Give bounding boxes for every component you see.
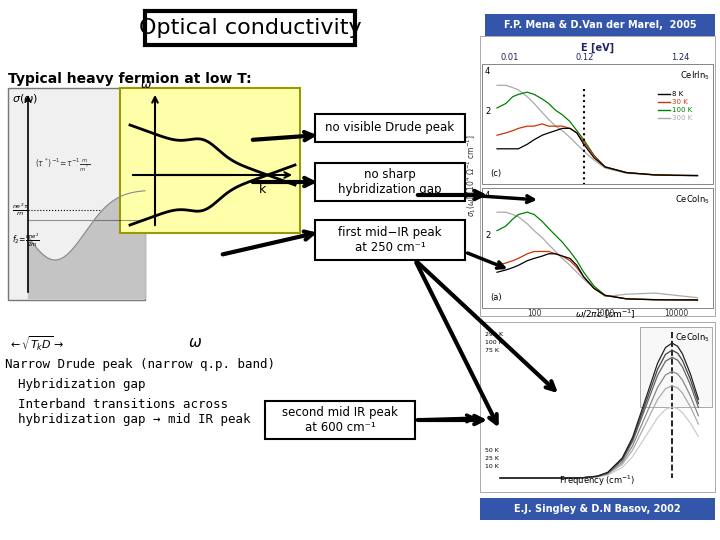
Bar xyxy=(480,36,715,316)
Text: 4: 4 xyxy=(485,68,490,77)
Text: 2: 2 xyxy=(485,107,490,117)
Bar xyxy=(315,114,465,142)
Text: (c): (c) xyxy=(490,169,501,178)
Text: E.J. Singley & D.N Basov, 2002: E.J. Singley & D.N Basov, 2002 xyxy=(514,504,681,514)
Text: no sharp
hybridization gap: no sharp hybridization gap xyxy=(338,168,442,196)
Text: $\leftarrow \sqrt{T_k D} \rightarrow$: $\leftarrow \sqrt{T_k D} \rightarrow$ xyxy=(8,335,65,353)
Bar xyxy=(480,498,715,520)
Bar xyxy=(315,220,465,260)
Text: 30 K: 30 K xyxy=(672,99,688,105)
Text: 300 K: 300 K xyxy=(672,115,692,121)
Text: 0.12: 0.12 xyxy=(576,53,594,63)
Bar xyxy=(482,188,713,308)
Text: no visible Drude peak: no visible Drude peak xyxy=(325,122,454,134)
Text: 75 K: 75 K xyxy=(485,348,499,353)
Text: 0.01: 0.01 xyxy=(501,53,519,63)
Text: 1000: 1000 xyxy=(595,309,615,319)
Bar xyxy=(482,64,713,184)
Text: CeCoIn$_5$: CeCoIn$_5$ xyxy=(675,332,710,345)
Bar xyxy=(315,163,465,201)
Bar xyxy=(265,401,415,439)
Text: $\omega$: $\omega$ xyxy=(188,335,202,350)
Text: CeIrIn$_5$: CeIrIn$_5$ xyxy=(680,70,710,83)
Bar xyxy=(120,88,300,233)
Text: 100: 100 xyxy=(527,309,541,319)
Text: 100 K: 100 K xyxy=(672,107,692,113)
Text: 2: 2 xyxy=(485,232,490,240)
Bar xyxy=(485,14,715,36)
Text: $\sigma_1(\omega)$ [$10^4\ \Omega^{-1}\ \mathrm{cm}^{-1}$]: $\sigma_1(\omega)$ [$10^4\ \Omega^{-1}\ … xyxy=(464,134,478,218)
Text: 4: 4 xyxy=(485,192,490,200)
Bar xyxy=(145,11,355,45)
Text: E [eV]: E [eV] xyxy=(581,43,614,53)
Text: Hybridization gap: Hybridization gap xyxy=(18,378,145,391)
Text: 8 K: 8 K xyxy=(672,91,683,97)
Text: $\omega/2\pi c$ [cm$^{-1}$]: $\omega/2\pi c$ [cm$^{-1}$] xyxy=(575,307,636,321)
Text: 292 K: 292 K xyxy=(485,332,503,336)
Text: $f_2\!=\!\frac{\pi ne^2}{2m}$: $f_2\!=\!\frac{\pi ne^2}{2m}$ xyxy=(12,232,40,248)
Text: 1.24: 1.24 xyxy=(671,53,689,63)
Text: $\omega$: $\omega$ xyxy=(140,78,152,91)
Text: F.P. Mena & D.Van der Marel,  2005: F.P. Mena & D.Van der Marel, 2005 xyxy=(504,20,696,30)
Text: 10000: 10000 xyxy=(664,309,688,319)
Text: Optical conductivity: Optical conductivity xyxy=(139,18,361,38)
Text: second mid IR peak
at 600 cm⁻¹: second mid IR peak at 600 cm⁻¹ xyxy=(282,406,398,434)
Text: Narrow Drude peak (narrow q.p. band): Narrow Drude peak (narrow q.p. band) xyxy=(5,358,275,371)
Text: k: k xyxy=(259,183,266,196)
Text: $(\tau^*)^{-1}\!=\!\tau^{-1}\frac{m}{m^*}$: $(\tau^*)^{-1}\!=\!\tau^{-1}\frac{m}{m^*… xyxy=(35,157,90,173)
Text: 50 K: 50 K xyxy=(485,448,499,453)
Text: 10 K: 10 K xyxy=(485,463,499,469)
Text: Interband transitions across
hybridization gap → mid IR peak: Interband transitions across hybridizati… xyxy=(18,398,251,426)
Text: $\sigma(\omega)$: $\sigma(\omega)$ xyxy=(12,92,38,105)
Bar xyxy=(640,327,712,407)
Text: Typical heavy fermion at low T:: Typical heavy fermion at low T: xyxy=(8,72,251,86)
Text: 100 K: 100 K xyxy=(485,340,503,345)
Text: CeCoIn$_5$: CeCoIn$_5$ xyxy=(675,194,710,206)
Text: 25 K: 25 K xyxy=(485,456,499,461)
Text: (a): (a) xyxy=(490,293,502,302)
Text: Frequency (cm$^{-1}$): Frequency (cm$^{-1}$) xyxy=(559,474,636,488)
Bar xyxy=(8,88,145,300)
Text: $\frac{ne^2\tau}{m}$: $\frac{ne^2\tau}{m}$ xyxy=(12,202,29,218)
Text: first mid−IR peak
at 250 cm⁻¹: first mid−IR peak at 250 cm⁻¹ xyxy=(338,226,442,254)
Bar xyxy=(480,322,715,492)
